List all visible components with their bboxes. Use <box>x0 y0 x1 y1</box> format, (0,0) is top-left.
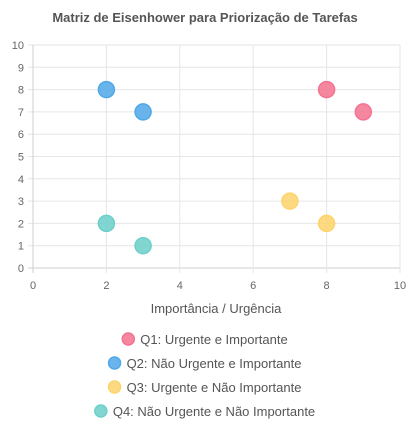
point-layer <box>97 80 373 255</box>
x-tick-label: 4 <box>177 280 183 292</box>
x-axis-title: Importância / Urgência <box>151 301 283 316</box>
y-tick-label: 4 <box>18 174 24 186</box>
x-tick-label: 0 <box>30 280 36 292</box>
data-point[interactable] <box>134 236 152 255</box>
data-point[interactable] <box>97 80 116 99</box>
y-tick-label: 6 <box>18 129 24 141</box>
legend-item[interactable]: Q4: Não Urgente e Não Importante <box>94 404 315 419</box>
legend-label: Q1: Urgente e Importante <box>140 332 287 347</box>
legend-item[interactable]: Q1: Urgente e Importante <box>121 332 288 347</box>
legend-label: Q2: Não Urgente e Importante <box>127 356 302 371</box>
y-tick-label: 2 <box>18 218 24 230</box>
y-tick-label: 1 <box>18 241 24 253</box>
y-tick-label: 3 <box>18 196 24 208</box>
legend-label: Q4: Não Urgente e Não Importante <box>113 404 315 419</box>
data-point[interactable] <box>354 103 373 121</box>
y-tick-label: 0 <box>18 263 24 275</box>
data-point[interactable] <box>97 214 116 233</box>
data-point[interactable] <box>317 214 336 233</box>
y-tick-label: 5 <box>18 152 24 164</box>
chart-title: Matriz de Eisenhower para Priorização de… <box>52 10 357 25</box>
data-point[interactable] <box>281 192 299 210</box>
y-tick-label: 10 <box>12 40 24 52</box>
legend-marker <box>107 380 122 394</box>
legend-marker <box>94 404 108 418</box>
y-tick-label: 9 <box>18 62 24 74</box>
legend-marker <box>107 356 122 370</box>
legend: Q1: Urgente e Importante Q2: Não Urgente … <box>94 332 315 419</box>
data-point[interactable] <box>317 80 336 99</box>
grid-layer <box>28 44 401 273</box>
legend-item[interactable]: Q2: Não Urgente e Importante <box>107 356 302 371</box>
legend-marker <box>121 332 136 346</box>
y-tick-label: 7 <box>18 107 24 119</box>
data-point[interactable] <box>134 103 152 121</box>
x-tick-label: 6 <box>250 280 256 292</box>
tick-layer: 0 1 2 3 4 5 6 7 8 9 10 0 2 4 6 8 10 <box>12 40 406 292</box>
x-tick-label: 10 <box>394 280 406 292</box>
legend-label: Q3: Urgente e Não Importante <box>127 380 302 395</box>
legend-item[interactable]: Q3: Urgente e Não Importante <box>107 380 302 395</box>
y-tick-label: 8 <box>18 85 24 97</box>
x-tick-label: 2 <box>103 280 109 292</box>
x-tick-label: 8 <box>324 280 330 292</box>
